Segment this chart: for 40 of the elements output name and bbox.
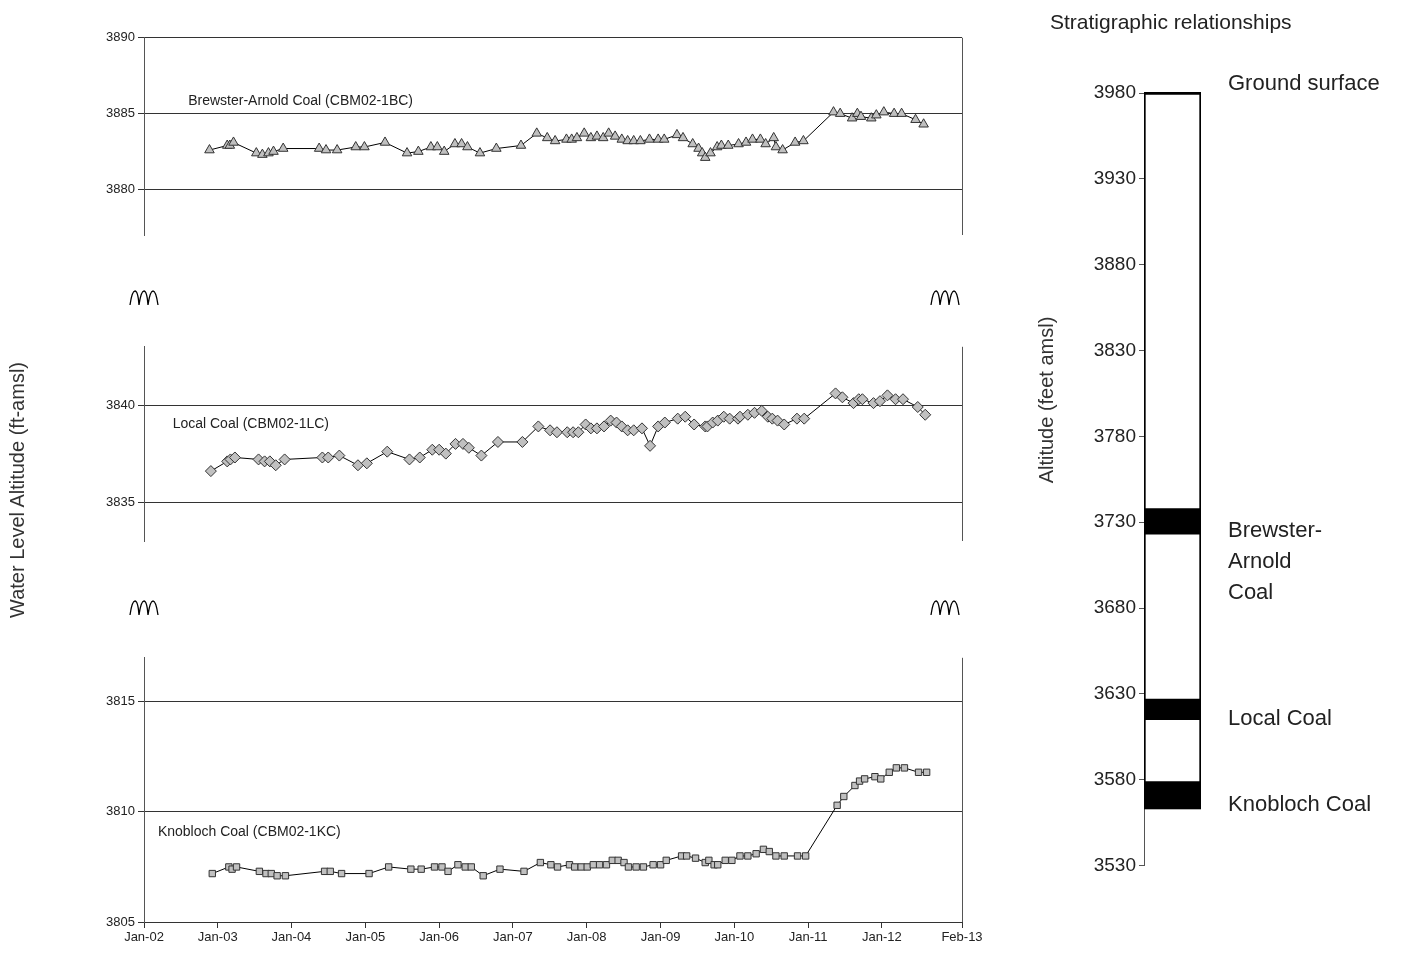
y-tick-label: 3830 (1093, 338, 1136, 360)
x-tick-label: Jan-05 (345, 929, 386, 945)
x-tick-label: Jan-07 (493, 929, 533, 945)
x-tick-label: Jan-08 (566, 929, 607, 945)
x-tick-label: Jan-09 (640, 929, 681, 945)
y-tick-label: 3810 (106, 803, 135, 819)
x-tick-label: Feb-13 (941, 929, 983, 945)
y-tick-label: 3880 (106, 181, 135, 197)
x-tick-label: Jan-11 (788, 929, 828, 945)
y-tick-label: 3680 (1093, 596, 1136, 618)
y-tick-label: 3780 (1093, 424, 1136, 446)
x-tick-label: Jan-06 (419, 929, 460, 945)
x-tick-label: Jan-12 (861, 929, 902, 945)
y-tick-label: 3890 (106, 29, 135, 45)
x-tick-label: Jan-02 (124, 929, 164, 945)
y-tick-label: 3885 (106, 105, 135, 121)
text: Knobloch Coal (CBM02-1KC) (157, 823, 341, 840)
ref-line-label: Ground surface (1228, 70, 1380, 96)
y-tick-label: 3835 (106, 493, 135, 509)
y-tick-label: 3880 (1093, 252, 1136, 274)
series-label: Local Coal (1228, 705, 1332, 731)
chart-title: Stratigraphic relationships (1050, 10, 1292, 34)
y-tick-label: 3730 (1093, 510, 1136, 532)
series-label: Brewster-Arnold Coal (1228, 517, 1323, 605)
y-axis-title: Altitude (feet amsl) (1034, 316, 1058, 484)
series-label: Knobloch Coal (1228, 791, 1372, 817)
series-label: Local Coal (CBM02-1LC) (172, 415, 330, 432)
y-tick-label: 3815 (106, 693, 135, 709)
x-tick-label: Jan-03 (197, 929, 238, 945)
y-axis-title: Water Level Altitude (ft-amsl) (5, 361, 29, 619)
y-tick-label: 3630 (1093, 682, 1136, 704)
y-tick-label: 3530 (1093, 853, 1136, 875)
y-tick-label: 3980 (1093, 81, 1136, 103)
text: Brewster-Arnold Coal (CBM02-1BC) (188, 91, 414, 108)
y-tick-label: 3840 (106, 396, 135, 412)
x-tick-label: Jan-10 (714, 929, 755, 945)
y-tick-label: 3930 (1093, 167, 1136, 189)
y-tick-label: 3805 (106, 913, 135, 929)
x-tick-label: Jan-04 (271, 929, 312, 945)
y-tick-label: 3580 (1093, 767, 1136, 789)
